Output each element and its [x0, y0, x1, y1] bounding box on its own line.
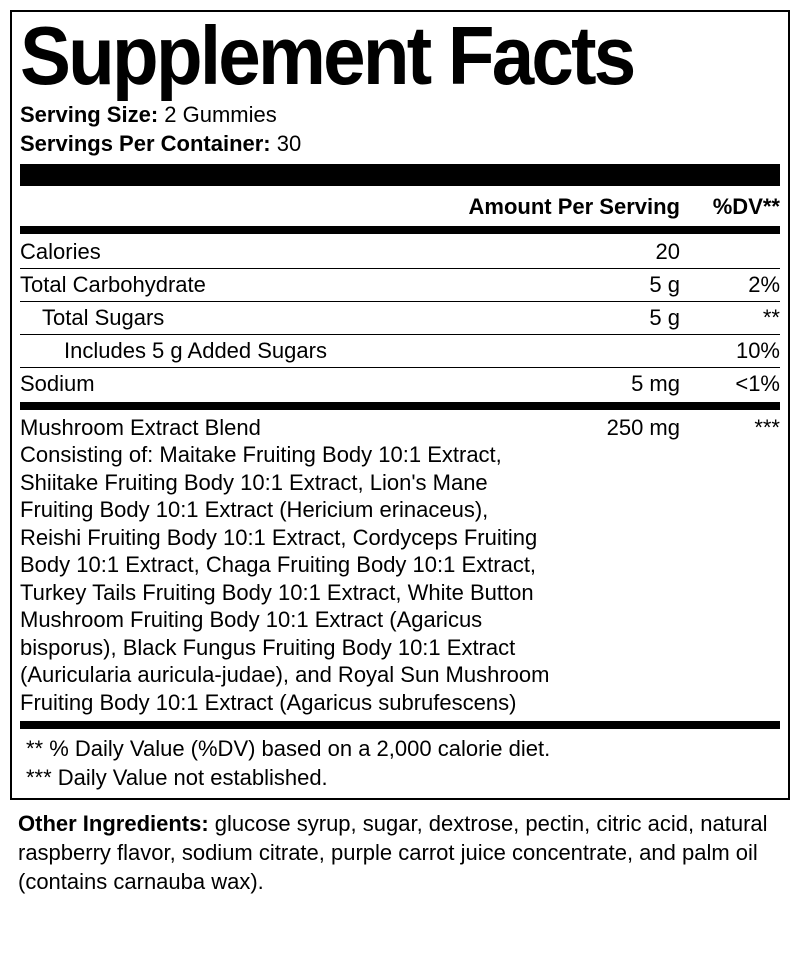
- blend-amount: 250 mg: [520, 415, 680, 441]
- medium-divider: [20, 226, 780, 234]
- thick-divider: [20, 164, 780, 186]
- serving-size-label: Serving Size:: [20, 102, 158, 127]
- footnotes: ** % Daily Value (%DV) based on a 2,000 …: [20, 731, 780, 792]
- nutrient-amount: 5 g: [520, 305, 680, 331]
- blend-dv: ***: [680, 415, 780, 441]
- row-total-sugars: Total Sugars 5 g **: [20, 302, 780, 335]
- nutrient-name: Calories: [20, 239, 520, 265]
- blend-name: Mushroom Extract Blend: [20, 415, 520, 441]
- row-carbohydrate: Total Carbohydrate 5 g 2%: [20, 269, 780, 302]
- blend-description: Consisting of: Maitake Fruiting Body 10:…: [20, 441, 550, 719]
- nutrient-name: Sodium: [20, 371, 520, 397]
- row-calories: Calories 20: [20, 236, 780, 269]
- nutrient-amount: 20: [520, 239, 680, 265]
- panel-title: Supplement Facts: [20, 14, 719, 97]
- servings-per-container-line: Servings Per Container: 30: [20, 130, 780, 159]
- row-blend: Mushroom Extract Blend 250 mg ***: [20, 412, 780, 441]
- nutrient-name: Total Carbohydrate: [20, 272, 520, 298]
- row-sodium: Sodium 5 mg <1%: [20, 368, 780, 400]
- column-header-row: Amount Per Serving %DV**: [20, 190, 780, 224]
- header-amount: Amount Per Serving: [430, 194, 680, 220]
- serving-size-line: Serving Size: 2 Gummies: [20, 101, 780, 130]
- row-added-sugars: Includes 5 g Added Sugars 10%: [20, 335, 780, 368]
- other-ingredients-label: Other Ingredients:: [18, 811, 209, 836]
- servings-label: Servings Per Container:: [20, 131, 271, 156]
- nutrient-name: Total Sugars: [20, 305, 520, 331]
- servings-value: 30: [271, 131, 302, 156]
- nutrient-amount: 5 mg: [520, 371, 680, 397]
- nutrient-dv: 10%: [680, 338, 780, 364]
- nutrient-dv: <1%: [680, 371, 780, 397]
- nutrient-amount: 5 g: [520, 272, 680, 298]
- medium-divider: [20, 402, 780, 410]
- serving-size-value: 2 Gummies: [158, 102, 277, 127]
- nutrient-name: Includes 5 g Added Sugars: [20, 338, 520, 364]
- medium-divider: [20, 721, 780, 729]
- footnote-not-established: *** Daily Value not established.: [26, 764, 780, 793]
- supplement-facts-panel: Supplement Facts Serving Size: 2 Gummies…: [10, 10, 790, 800]
- other-ingredients: Other Ingredients: glucose syrup, sugar,…: [10, 810, 790, 896]
- nutrient-dv: 2%: [680, 272, 780, 298]
- nutrient-dv: **: [680, 305, 780, 331]
- footnote-dv: ** % Daily Value (%DV) based on a 2,000 …: [26, 735, 780, 764]
- header-dv: %DV**: [680, 194, 780, 220]
